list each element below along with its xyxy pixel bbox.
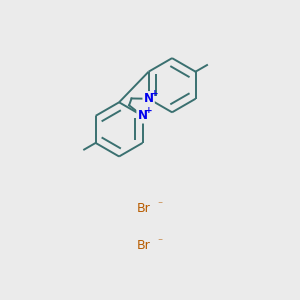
Text: ⁻: ⁻ [157,200,162,210]
Text: Br: Br [137,239,151,252]
Text: ⁻: ⁻ [157,237,162,247]
Text: +: + [151,89,158,98]
Text: N: N [144,92,154,105]
Text: Br: Br [137,202,151,215]
Text: +: + [145,106,152,115]
Text: N: N [137,109,148,122]
